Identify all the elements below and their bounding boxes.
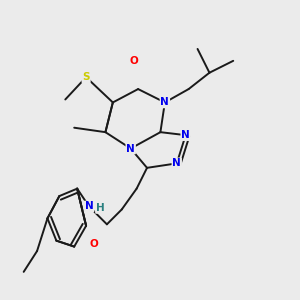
Text: N: N	[126, 143, 135, 154]
Text: N: N	[85, 202, 93, 212]
Text: S: S	[82, 72, 90, 82]
Text: N: N	[181, 130, 190, 140]
Text: N: N	[160, 98, 169, 107]
Text: O: O	[129, 56, 138, 66]
Text: O: O	[89, 238, 98, 249]
Text: H: H	[96, 203, 105, 213]
Text: N: N	[172, 158, 181, 168]
